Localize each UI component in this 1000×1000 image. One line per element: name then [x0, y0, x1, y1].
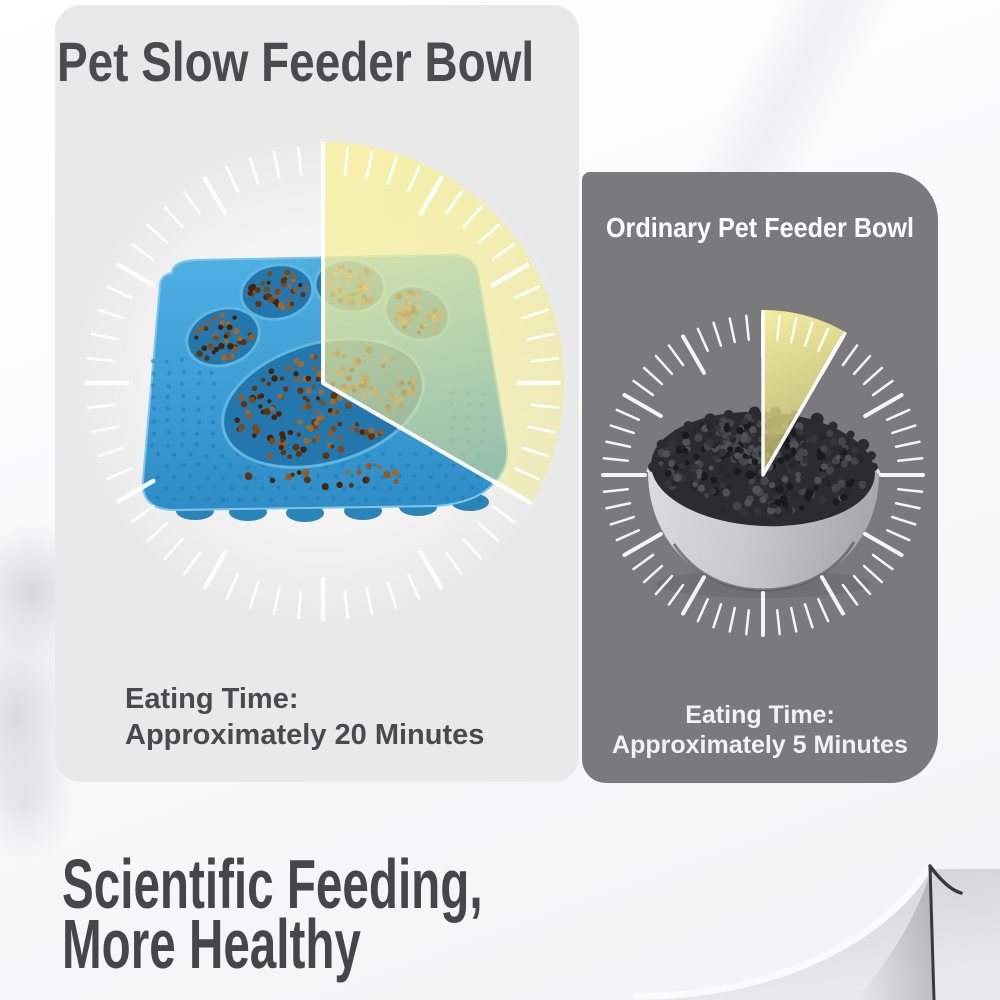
- eating-time-label: Eating Time:: [685, 701, 835, 729]
- time-wedge-5min: [761, 310, 848, 477]
- slow-feeder-title: Pet Slow Feeder Bowl: [57, 30, 535, 93]
- ordinary-bowl-title: Ordinary Pet Feeder Bowl: [605, 212, 915, 243]
- heading-line-1: Scientific Feeding,: [62, 845, 483, 923]
- wire-edge: [928, 864, 936, 1000]
- clock-ticks: [84, 144, 562, 622]
- bowl-base-edge: [672, 541, 856, 592]
- ordinary-bowl-illustration: [601, 310, 925, 637]
- slow-feeder-panel: Pet Slow Feeder Bowl Eating Time: Approx…: [55, 5, 579, 782]
- eating-time-left: Eating Time: Approximately 20 Minutes: [125, 681, 484, 753]
- time-wedge-20min: [321, 142, 564, 506]
- eating-time-label: Eating Time:: [125, 683, 299, 715]
- wire-shadow: [856, 869, 932, 1000]
- heading-line-2: More Healthy: [62, 905, 361, 983]
- eating-time-right: Eating Time: Approximately 5 Minutes: [582, 700, 938, 760]
- paw-toe-well: [185, 306, 261, 368]
- eating-time-value: Approximately 5 Minutes: [612, 731, 908, 759]
- slow-feeder-illustration: [71, 133, 575, 625]
- bottom-heading: Scientific Feeding, More Healthy: [62, 849, 483, 979]
- wire-hook: [928, 864, 963, 895]
- curl-rim-light: [633, 865, 938, 1000]
- ordinary-bowl-panel: Ordinary Pet Feeder Bowl Eating Time: Ap…: [582, 172, 938, 783]
- clock-ticks: [601, 313, 925, 637]
- curl-shading: [634, 869, 1000, 1000]
- eating-time-value: Approximately 20 Minutes: [125, 719, 485, 751]
